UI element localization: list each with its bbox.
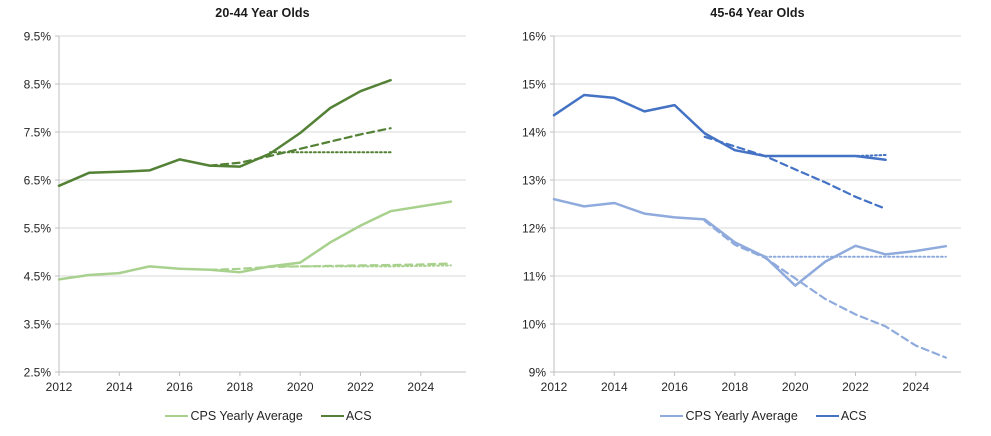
legend-line-swatch-cps [165,414,189,418]
svg-text:2022: 2022 [347,380,374,394]
svg-text:2014: 2014 [601,380,628,394]
legend-line-swatch-acs [320,414,344,418]
svg-text:2014: 2014 [106,380,133,394]
svg-text:3.5%: 3.5% [24,317,52,331]
chart-title-20-44: 20-44 Year Olds [215,6,310,20]
legend-item-cps: CPS Yearly Average [660,409,798,423]
svg-text:7.5%: 7.5% [24,125,52,139]
svg-text:2.5%: 2.5% [24,365,52,379]
chart-legend-45-64: CPS Yearly Average ACS [495,404,990,428]
legend-item-acs: ACS [815,409,867,423]
svg-text:2020: 2020 [782,380,809,394]
line-chart-45-64: 16% 15% 14% 13% 12% 11% 10% 9%2012 2014 2016 2018 2… [522,29,961,394]
chart-legend-20-44: CPS Yearly Average ACS [0,404,495,428]
chart-panel-20-44: 20-44 Year Olds 9.5% 8.5% 7.5% 6.5% 5.5% 4.5%… [0,0,495,436]
svg-text:2022: 2022 [842,380,869,394]
svg-text:16%: 16% [522,29,546,43]
svg-text:9.5%: 9.5% [24,29,52,43]
svg-text:2024: 2024 [902,380,929,394]
svg-text:2020: 2020 [287,380,314,394]
svg-text:4.5%: 4.5% [24,269,52,283]
svg-text:6.5%: 6.5% [24,173,52,187]
svg-text:2012: 2012 [541,380,568,394]
svg-text:5.5%: 5.5% [24,221,52,235]
chart-panel-45-64: 45-64 Year Olds 16% 15% 14% 13% 12% 11% 10% 9% 2… [495,0,990,436]
svg-text:15%: 15% [522,77,546,91]
chart-title-45-64: 45-64 Year Olds [710,6,805,20]
svg-text:8.5%: 8.5% [24,77,52,91]
legend-label-acs: ACS [345,409,372,423]
legend-label-cps: CPS Yearly Average [685,409,798,423]
svg-text:2018: 2018 [227,380,254,394]
svg-text:10%: 10% [522,317,546,331]
legend-label-acs: ACS [840,409,867,423]
line-chart-20-44: 9.5% 8.5% 7.5% 6.5% 5.5% 4.5% 3.5% 2.5%2012 2014… [24,29,466,394]
legend-label-cps: CPS Yearly Average [190,409,303,423]
legend-line-swatch-acs [815,414,839,418]
svg-text:2016: 2016 [166,380,193,394]
svg-text:2016: 2016 [661,380,688,394]
svg-text:14%: 14% [522,125,546,139]
svg-text:2024: 2024 [407,380,434,394]
svg-text:11%: 11% [523,269,546,283]
svg-text:13%: 13% [522,173,546,187]
legend-item-acs: ACS [320,409,372,423]
svg-text:9%: 9% [529,365,547,379]
svg-text:12%: 12% [522,221,546,235]
svg-text:2012: 2012 [46,380,73,394]
legend-line-swatch-cps [660,414,684,418]
legend-item-cps: CPS Yearly Average [165,409,303,423]
svg-text:2018: 2018 [722,380,749,394]
